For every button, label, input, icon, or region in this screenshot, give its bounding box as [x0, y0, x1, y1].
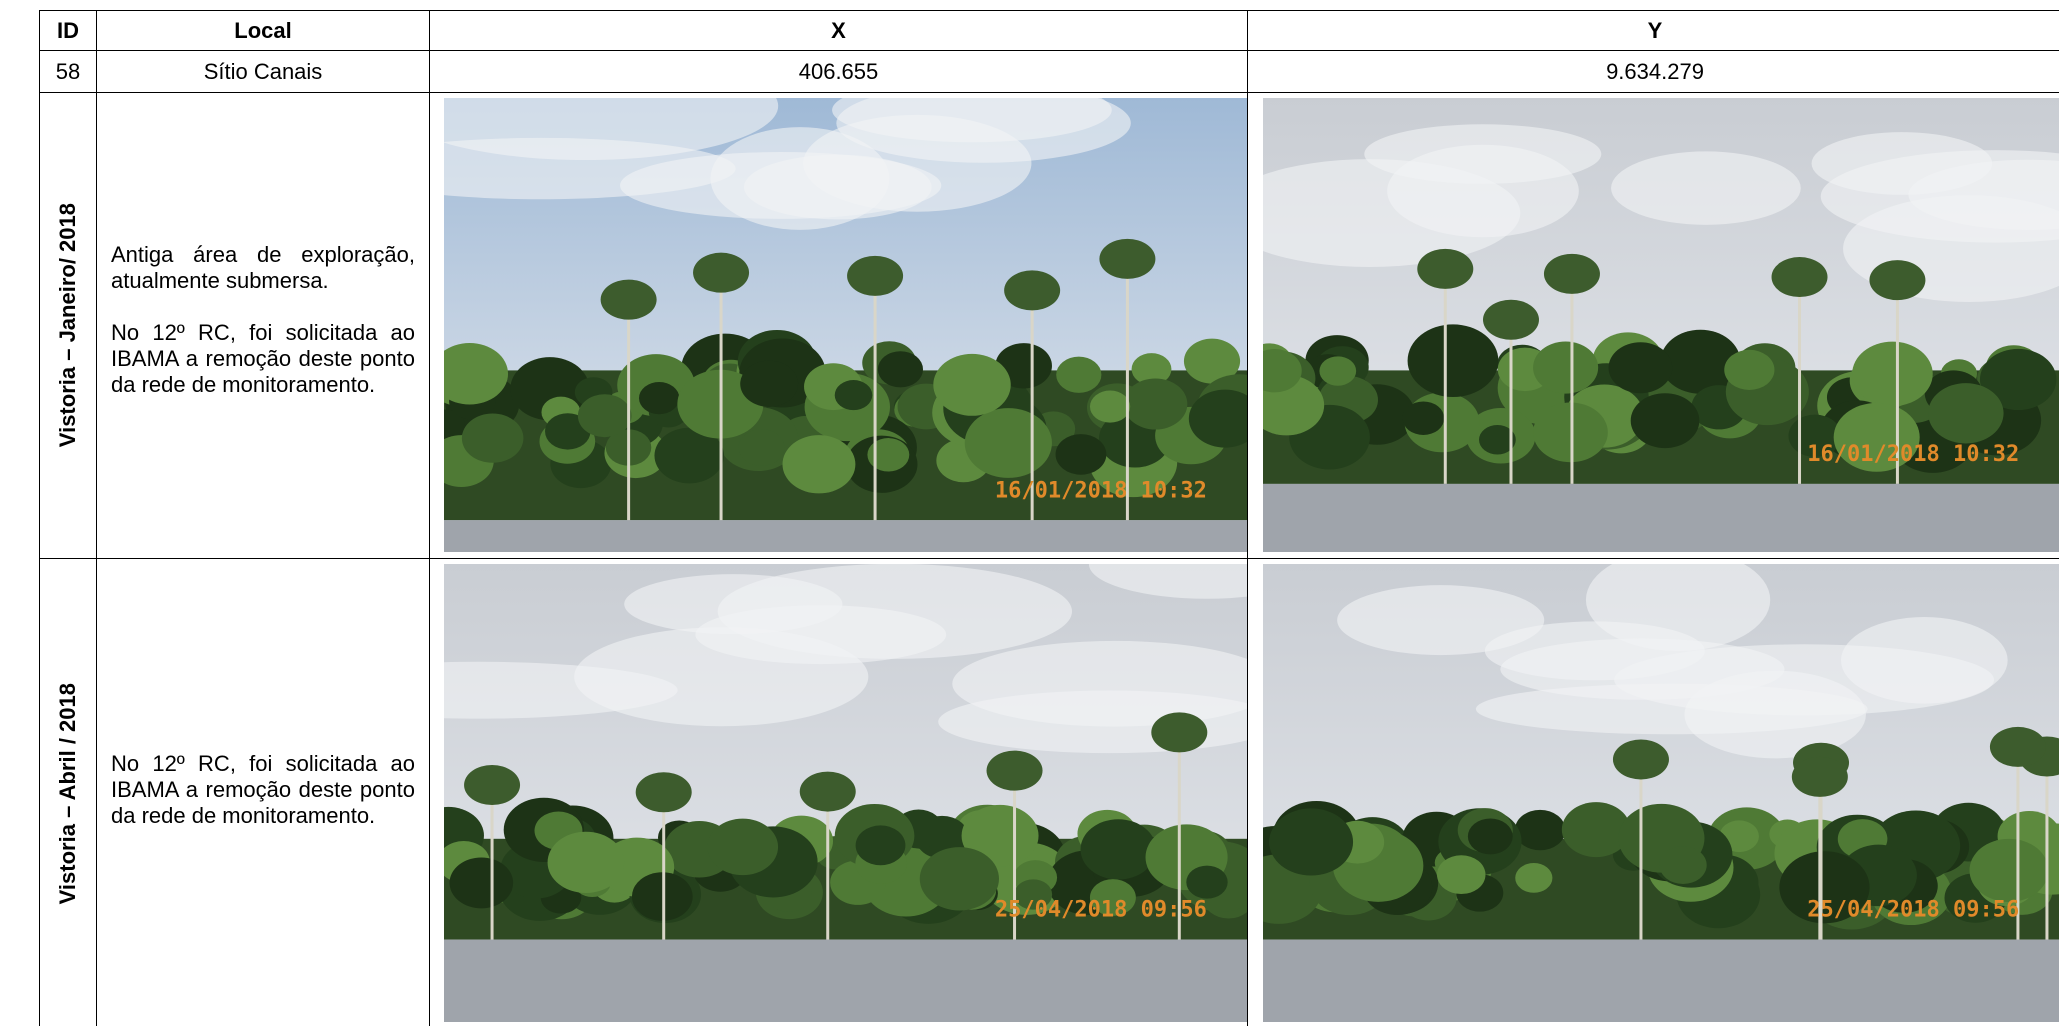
header-cell: ID	[39, 10, 96, 50]
table-cell: 58	[39, 50, 96, 92]
photo-cell	[1247, 92, 2059, 558]
table-cell: Sítio Canais	[96, 50, 429, 92]
photo-cell	[429, 558, 1247, 1026]
photo-cell	[1247, 558, 2059, 1026]
photo-cell	[429, 92, 1247, 558]
table-cell: 9.634.279	[1247, 50, 2059, 92]
photo: 25/04/2018 09:56	[1263, 564, 2059, 1022]
description: Antiga área de exploração, atualmente su…	[111, 241, 415, 293]
inspection-label: Vistoria – Abril / 2018	[55, 682, 80, 905]
description-cell: Antiga área de exploração, atualmente su…	[96, 92, 429, 558]
inspection-label: Vistoria – Janeiro/ 2018	[55, 203, 80, 448]
description: No 12º RC, foi solicitada ao IBAMA a rem…	[111, 750, 415, 828]
inspection-label-cell: Vistoria – Janeiro/ 2018	[39, 92, 96, 558]
header-cell: Y	[1247, 10, 2059, 50]
table-cell: 406.655	[429, 50, 1247, 92]
description-cell: No 12º RC, foi solicitada ao IBAMA a rem…	[96, 558, 429, 1026]
photo: 16/01/2018 10:32	[1263, 98, 2059, 552]
description: No 12º RC, foi solicitada ao IBAMA a rem…	[111, 319, 415, 397]
header-cell: Local	[96, 10, 429, 50]
photo-timestamp: 16/01/2018 10:32	[995, 479, 1207, 504]
inspection-label-cell: Vistoria – Abril / 2018	[39, 558, 96, 1026]
photo-timestamp: 25/04/2018 09:56	[995, 898, 1207, 923]
photo-timestamp: 25/04/2018 09:56	[1807, 898, 2019, 923]
photo: 25/04/2018 09:56	[444, 564, 1247, 1022]
header-cell: X	[429, 10, 1247, 50]
photo: 16/01/2018 10:32	[444, 98, 1247, 552]
photo-timestamp: 16/01/2018 10:32	[1807, 442, 2019, 467]
